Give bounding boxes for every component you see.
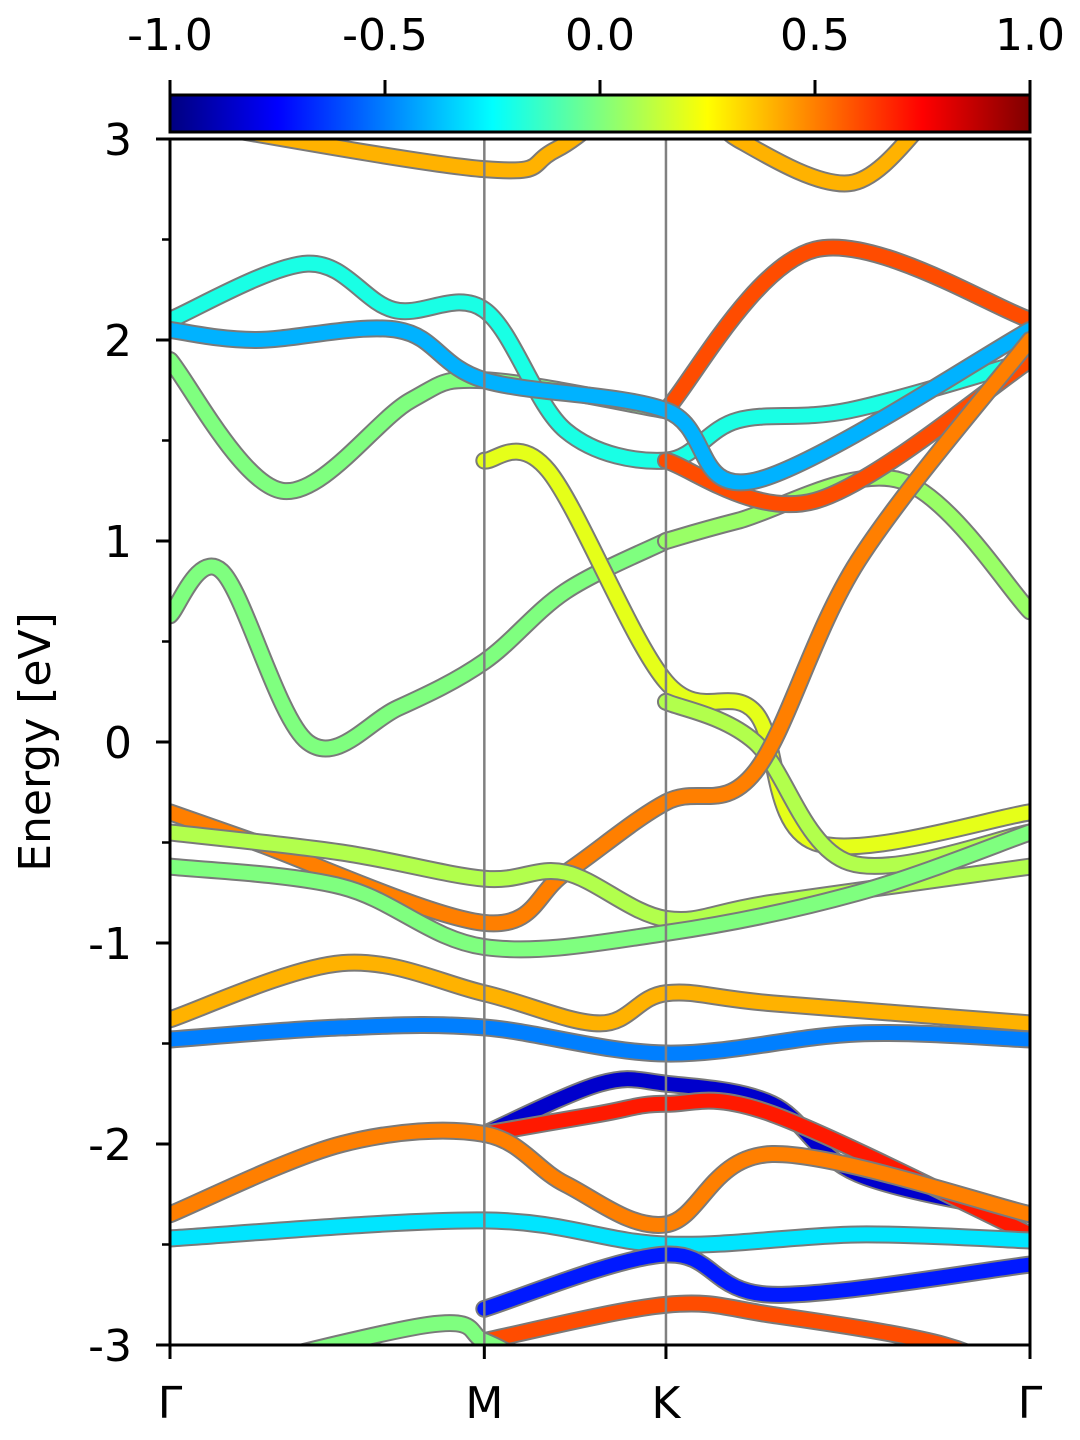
colorbar-bar (168, 93, 1032, 134)
y-tick-label: -3 (88, 1321, 132, 1372)
band-line (170, 1017, 1030, 1061)
y-tick-label: 3 (104, 115, 132, 166)
x-kpoint-label: Γ (1018, 1378, 1043, 1429)
y-axis: -3 -2 -1 0 1 2 3 (88, 115, 170, 1372)
band-outline (170, 254, 1030, 470)
band-line (245, 139, 918, 191)
band-line (170, 353, 673, 498)
y-tick-label: -2 (88, 1120, 132, 1171)
band-line (477, 1296, 967, 1345)
band-line (302, 1316, 510, 1345)
band-line (170, 825, 1030, 957)
band-line (170, 1123, 1030, 1232)
x-kpoint-label: Γ (158, 1378, 183, 1429)
band-line (170, 1213, 1030, 1252)
band-line (477, 1072, 1030, 1222)
colorbar-ticks: -1.0 -0.5 0.0 0.5 1.0 (127, 10, 1065, 95)
y-axis-title: Energy [eV] (10, 612, 61, 872)
colorbar-tick-label: -0.5 (342, 10, 428, 61)
plot-area: -3 -2 -1 0 1 2 3 Γ M K Γ Energy [eV] (10, 115, 1043, 1429)
y-tick-label: -1 (88, 919, 132, 970)
high-symmetry-lines (483, 139, 668, 1345)
band-lines (170, 139, 1030, 1345)
x-kpoint-label: K (652, 1378, 682, 1429)
colorbar: -1.0 -0.5 0.0 0.5 1.0 (127, 10, 1065, 134)
band-line (477, 1093, 1030, 1242)
y-tick-label: 0 (104, 718, 132, 769)
band-line (658, 240, 1030, 418)
colorbar-tick-label: 0.0 (565, 10, 635, 61)
x-kpoint-label: M (465, 1378, 503, 1429)
band-line (170, 321, 1030, 490)
y-tick-label: 1 (104, 517, 132, 568)
band-line (477, 444, 1030, 854)
band-line (170, 333, 1030, 931)
colorbar-tick-label: 1.0 (995, 10, 1065, 61)
band-line (170, 256, 1030, 468)
colorbar-tick-label: 0.5 (780, 10, 850, 61)
y-tick-label: 2 (104, 316, 132, 367)
band-line (170, 534, 673, 756)
band-line (170, 955, 1030, 1031)
colorbar-tick-label: -1.0 (127, 10, 213, 61)
band-line (477, 1247, 1030, 1316)
